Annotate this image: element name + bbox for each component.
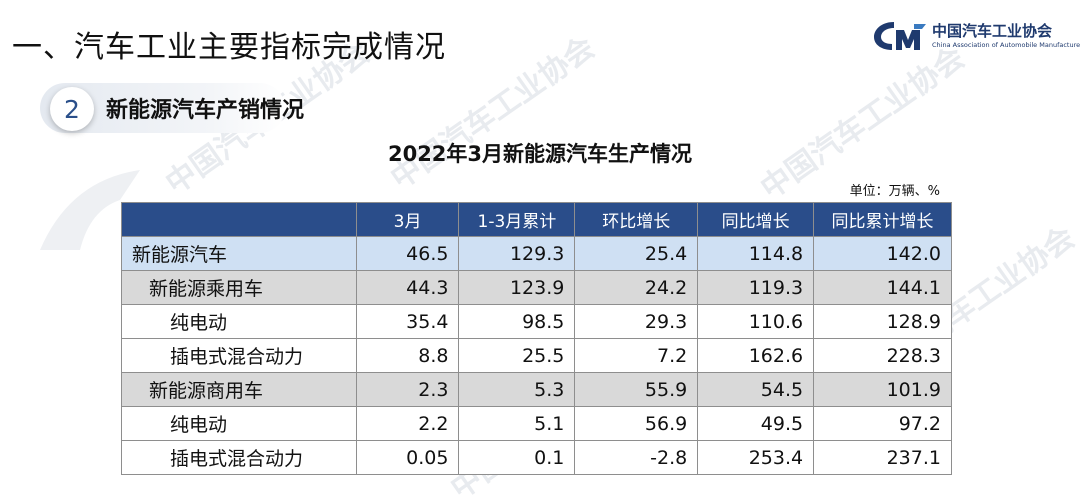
section-number: 2 — [50, 87, 94, 131]
table-row: 新能源汽车 46.5 129.3 25.4 114.8 142.0 — [121, 236, 952, 271]
table-cell: 144.1 — [813, 270, 952, 305]
table-row: 新能源商用车 2.3 5.3 55.9 54.5 101.9 — [121, 372, 952, 407]
table-cell: 5.1 — [458, 406, 576, 441]
table-row: 纯电动 35.4 98.5 29.3 110.6 128.9 — [121, 304, 952, 339]
table-row: 新能源乘用车 44.3 123.9 24.2 119.3 144.1 — [121, 270, 952, 305]
table-row: 插电式混合动力 8.8 25.5 7.2 162.6 228.3 — [121, 338, 952, 373]
table-cell: 25.4 — [574, 236, 699, 271]
page-heading: 一、汽车工业主要指标完成情况 — [12, 30, 446, 65]
table-header-cell: 同比累计增长 — [813, 202, 952, 237]
table-cell: 114.8 — [697, 236, 815, 271]
table-header-cell: 同比增长 — [697, 202, 815, 237]
section-title: 新能源汽车产销情况 — [106, 98, 305, 123]
table-cell: 44.3 — [355, 270, 460, 305]
table-cell: 162.6 — [697, 338, 815, 373]
table-cell: 237.1 — [813, 440, 952, 475]
table-cell: 119.3 — [697, 270, 815, 305]
table-cell: 2.3 — [355, 372, 460, 407]
table-cell: 0.1 — [458, 440, 576, 475]
table-header-cell — [121, 202, 357, 237]
table-cell: 98.5 — [458, 304, 576, 339]
caam-logo-icon — [874, 22, 926, 50]
table-cell: 253.4 — [697, 440, 815, 475]
logo: 中国汽车工业协会 China Association of Automobile… — [872, 16, 1080, 56]
row-label: 插电式混合动力 — [121, 338, 357, 373]
table-cell: 7.2 — [574, 338, 699, 373]
logo-name-cn: 中国汽车工业协会 — [932, 22, 1053, 40]
table-header-cell: 1-3月累计 — [458, 202, 576, 237]
table-cell: 142.0 — [813, 236, 952, 271]
unit-label: 单位：万辆、% — [849, 184, 940, 199]
table-cell: 2.2 — [355, 406, 460, 441]
table-cell: 54.5 — [697, 372, 815, 407]
table-cell: 46.5 — [355, 236, 460, 271]
table-cell: 110.6 — [697, 304, 815, 339]
table-row: 插电式混合动力 0.05 0.1 -2.8 253.4 237.1 — [121, 440, 952, 475]
table-cell: 25.5 — [458, 338, 576, 373]
table-cell: 123.9 — [458, 270, 576, 305]
row-label: 新能源乘用车 — [121, 270, 357, 305]
data-table: 3月 1-3月累计 环比增长 同比增长 同比累计增长 新能源汽车 46.5 12… — [121, 202, 952, 475]
table-cell: 49.5 — [697, 406, 815, 441]
table-cell: 97.2 — [813, 406, 952, 441]
table-cell: 228.3 — [813, 338, 952, 373]
table-cell: 56.9 — [574, 406, 699, 441]
table-cell: 24.2 — [574, 270, 699, 305]
table-row: 纯电动 2.2 5.1 56.9 49.5 97.2 — [121, 406, 952, 441]
row-label: 纯电动 — [121, 304, 357, 339]
table-cell: 29.3 — [574, 304, 699, 339]
table-cell: 0.05 — [355, 440, 460, 475]
table-cell: 101.9 — [813, 372, 952, 407]
table-header-cell: 环比增长 — [574, 202, 699, 237]
table-header-row: 3月 1-3月累计 环比增长 同比增长 同比累计增长 — [121, 202, 952, 237]
table-cell: 129.3 — [458, 236, 576, 271]
table-cell: 8.8 — [355, 338, 460, 373]
table-cell: 35.4 — [355, 304, 460, 339]
table-cell: 55.9 — [574, 372, 699, 407]
table-cell: 128.9 — [813, 304, 952, 339]
row-label: 插电式混合动力 — [121, 440, 357, 475]
table-cell: -2.8 — [574, 440, 699, 475]
logo-name-en: China Association of Automobile Manufact… — [932, 41, 1080, 49]
table-title: 2022年3月新能源汽车生产情况 — [387, 142, 693, 166]
row-label: 新能源商用车 — [121, 372, 357, 407]
row-label: 纯电动 — [121, 406, 357, 441]
table-cell: 5.3 — [458, 372, 576, 407]
row-label: 新能源汽车 — [121, 236, 357, 271]
table-header-cell: 3月 — [355, 202, 460, 237]
